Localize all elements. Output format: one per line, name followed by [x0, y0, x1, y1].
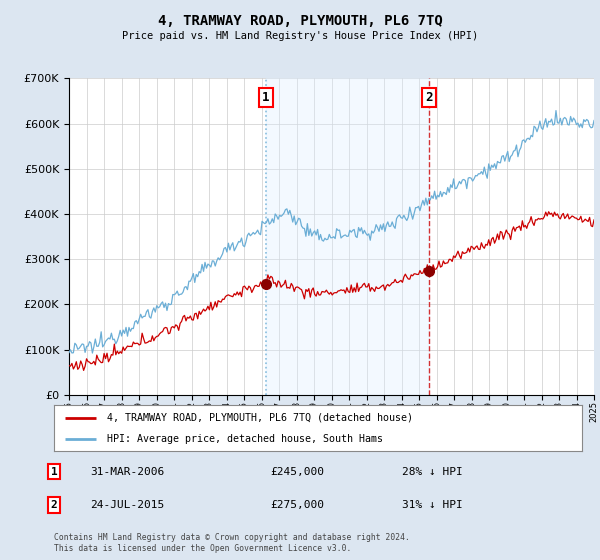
Text: 1: 1: [262, 91, 269, 104]
Text: 24-JUL-2015: 24-JUL-2015: [90, 500, 164, 510]
Text: 2: 2: [425, 91, 433, 104]
Text: £275,000: £275,000: [270, 500, 324, 510]
Text: 1: 1: [50, 466, 58, 477]
Text: HPI: Average price, detached house, South Hams: HPI: Average price, detached house, Sout…: [107, 435, 383, 444]
Text: 31% ↓ HPI: 31% ↓ HPI: [402, 500, 463, 510]
Text: £245,000: £245,000: [270, 466, 324, 477]
Text: Price paid vs. HM Land Registry's House Price Index (HPI): Price paid vs. HM Land Registry's House …: [122, 31, 478, 41]
Text: Contains HM Land Registry data © Crown copyright and database right 2024.
This d: Contains HM Land Registry data © Crown c…: [54, 533, 410, 553]
Text: 2: 2: [50, 500, 58, 510]
Text: 4, TRAMWAY ROAD, PLYMOUTH, PL6 7TQ: 4, TRAMWAY ROAD, PLYMOUTH, PL6 7TQ: [158, 14, 442, 28]
Text: 28% ↓ HPI: 28% ↓ HPI: [402, 466, 463, 477]
Text: 4, TRAMWAY ROAD, PLYMOUTH, PL6 7TQ (detached house): 4, TRAMWAY ROAD, PLYMOUTH, PL6 7TQ (deta…: [107, 413, 413, 423]
Text: 31-MAR-2006: 31-MAR-2006: [90, 466, 164, 477]
Bar: [266, 78, 429, 395]
